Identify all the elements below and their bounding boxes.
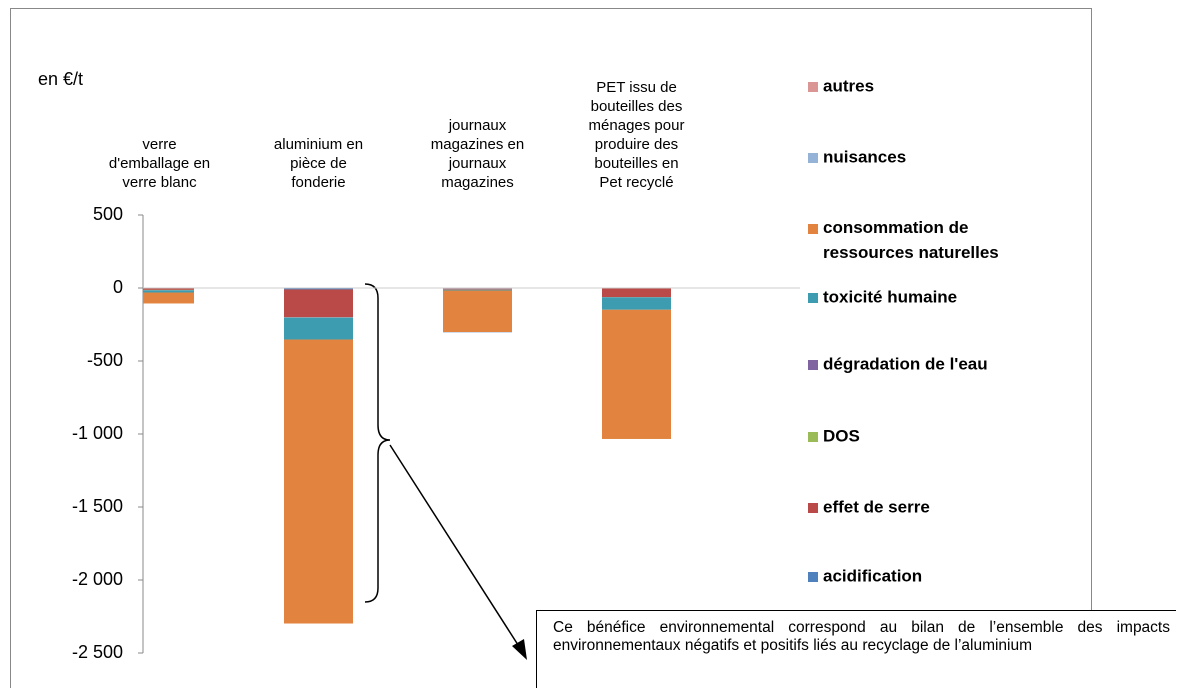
bar-segment [143, 290, 194, 293]
x-tick-label: PET issu de bouteilles des ménages pour … [588, 79, 685, 191]
y-tick-label: -1 000 [72, 423, 123, 443]
bar-segment [143, 292, 194, 304]
arrow [389, 444, 521, 649]
bar-segment [284, 288, 353, 290]
bar-segment [443, 289, 512, 291]
y-tick-label: -2 500 [72, 642, 123, 662]
y-tick-label: -2 000 [72, 569, 123, 589]
legend-label: dégradation de l'eau [823, 354, 988, 373]
chart-frame [10, 8, 1092, 688]
bar-segment [443, 290, 512, 333]
bar-segment [602, 288, 671, 298]
bar-segment [602, 309, 671, 439]
legend-label: DOS [823, 426, 860, 445]
legend-label: acidification [823, 566, 922, 585]
bar-segment [284, 317, 353, 340]
y-tick-label: 0 [113, 277, 123, 297]
y-tick-label: -500 [87, 350, 123, 370]
y-tick-label: 500 [93, 204, 123, 224]
bar-segment [284, 339, 353, 624]
bar-segment [143, 288, 194, 290]
legend-swatch [808, 360, 818, 370]
legend-label: toxicité humaine [823, 287, 957, 306]
y-axis-label: en €/t [38, 69, 83, 89]
legend-label: consommation de ressources naturelles [823, 218, 999, 262]
legend-swatch [808, 503, 818, 513]
legend-swatch [808, 293, 818, 303]
y-tick-label: -1 500 [72, 496, 123, 516]
legend-swatch [808, 224, 818, 234]
brace [364, 283, 391, 603]
bar-segment [602, 297, 671, 310]
bar-segment [443, 288, 512, 290]
x-tick-label: verre d'emballage en verre blanc [108, 136, 211, 191]
legend-label: nuisances [823, 147, 906, 166]
legend-swatch [808, 432, 818, 442]
legend-swatch [808, 82, 818, 92]
arrow-head [512, 639, 527, 660]
legend-label: autres [823, 76, 874, 95]
x-tick-label: journaux magazines en journaux magazines [430, 117, 525, 191]
legend-swatch [808, 572, 818, 582]
bar-segment [284, 289, 353, 318]
annotation: Ce bénéfice environnemental correspond a… [536, 610, 1176, 688]
legend-swatch [808, 153, 818, 163]
legend-label: effet de serre [823, 497, 930, 516]
x-tick-label: aluminium en pièce de fonderie [273, 136, 364, 191]
